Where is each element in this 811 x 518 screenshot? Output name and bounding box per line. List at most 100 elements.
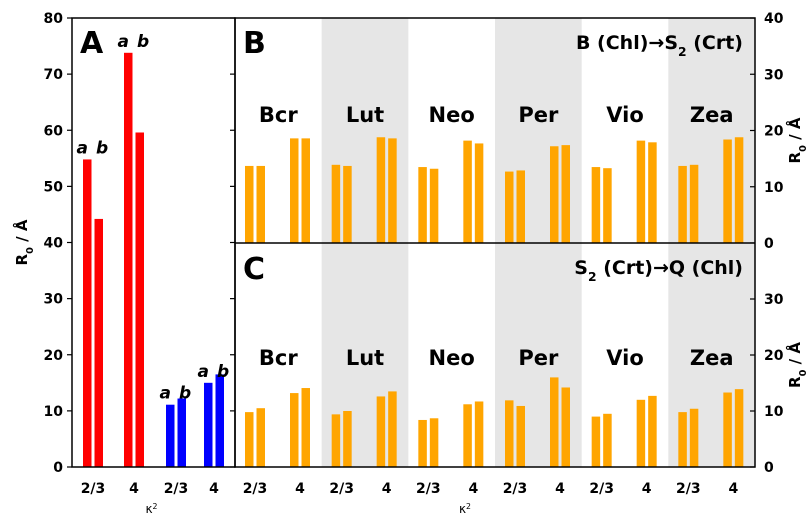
- y-tick-label: 10: [764, 404, 784, 420]
- bar: [256, 165, 265, 243]
- bar-label: b: [179, 384, 191, 404]
- bar: [83, 159, 92, 467]
- panel-label: A: [80, 26, 104, 61]
- y-tick-label: 50: [44, 179, 64, 195]
- bar: [561, 387, 570, 467]
- bar: [591, 416, 601, 467]
- y-tick-label: 0: [53, 460, 63, 476]
- species-label: Zea: [690, 103, 734, 127]
- bar-label: b: [96, 138, 108, 158]
- bar-label: b: [137, 32, 149, 52]
- bar: [301, 388, 310, 467]
- species-label: Bcr: [259, 103, 298, 127]
- species-label: Vio: [606, 346, 644, 370]
- x-tick-label: 4: [129, 481, 139, 497]
- bar: [505, 400, 514, 467]
- bar-label: a: [118, 32, 129, 52]
- y-tick-label: 30: [764, 67, 784, 83]
- bar: [474, 143, 484, 243]
- x-tick-label: 2/3: [676, 481, 701, 497]
- bar: [418, 167, 427, 243]
- species-label: Lut: [346, 346, 384, 370]
- y-tick-label: 0: [764, 460, 774, 476]
- bar: [678, 165, 687, 243]
- bar: [463, 404, 472, 467]
- bar: [376, 396, 386, 467]
- bar: [689, 408, 699, 467]
- x-tick-label: 4: [468, 481, 478, 497]
- species-label: Per: [518, 346, 559, 370]
- species-label: Bcr: [259, 346, 298, 370]
- y-tick-label: 40: [764, 11, 784, 27]
- bar: [648, 395, 657, 467]
- bar: [561, 145, 570, 243]
- bar: [591, 167, 601, 243]
- bar: [505, 171, 514, 243]
- x-tick-label: 2/3: [416, 481, 441, 497]
- bar: [376, 137, 386, 243]
- bar: [734, 137, 744, 243]
- bar: [166, 404, 175, 467]
- bar: [603, 168, 612, 243]
- bar: [256, 408, 265, 467]
- bar: [734, 389, 744, 467]
- bar: [516, 405, 525, 467]
- x-tick-label: 4: [642, 481, 652, 497]
- y-tick-label: 30: [764, 292, 784, 308]
- bar: [388, 138, 397, 243]
- bar: [343, 411, 352, 467]
- y-axis-label: R0 / Å: [12, 219, 36, 265]
- bar: [550, 146, 559, 243]
- x-tick-label: 2/3: [503, 481, 528, 497]
- panel-title: B (Chl)→S2 (Crt): [576, 32, 743, 59]
- x-tick-label: 4: [295, 481, 305, 497]
- bar: [418, 419, 427, 467]
- panel-label: B: [243, 26, 266, 61]
- bar-label: a: [160, 384, 171, 404]
- species-label: Neo: [429, 103, 475, 127]
- panel-label: C: [243, 252, 265, 287]
- bar: [474, 401, 484, 467]
- x-tick-label: 4: [555, 481, 565, 497]
- x-tick-label: 4: [382, 481, 392, 497]
- y-tick-label: 70: [44, 67, 64, 83]
- bar: [678, 412, 687, 467]
- y-axis-label: R0 / Å: [785, 117, 809, 163]
- bar: [204, 382, 213, 467]
- y-tick-label: 20: [764, 124, 784, 140]
- bar: [516, 170, 525, 243]
- y-tick-label: 80: [44, 11, 64, 27]
- x-tick-label: 2/3: [243, 481, 268, 497]
- bar: [343, 165, 352, 243]
- y-tick-label: 20: [44, 348, 64, 364]
- bar: [135, 132, 144, 467]
- bar: [331, 164, 341, 243]
- y-axis-label: R0 / Å: [785, 342, 809, 388]
- bar: [388, 391, 397, 467]
- bar: [648, 142, 657, 243]
- x-axis-label: κ2: [145, 502, 157, 517]
- x-tick-label: 4: [728, 481, 738, 497]
- y-tick-label: 30: [44, 292, 64, 308]
- y-tick-label: 60: [44, 123, 64, 139]
- bar: [245, 165, 254, 243]
- bar: [290, 393, 299, 467]
- bar: [636, 399, 646, 467]
- x-tick-label: 2/3: [164, 481, 189, 497]
- bar: [636, 140, 646, 243]
- y-tick-label: 40: [44, 236, 64, 252]
- bar-label: a: [198, 362, 209, 382]
- bar: [290, 138, 299, 243]
- bar: [603, 413, 612, 467]
- species-label: Neo: [429, 346, 475, 370]
- species-label: Lut: [346, 103, 384, 127]
- x-axis-label: κ2: [459, 502, 471, 517]
- bar: [429, 418, 439, 467]
- bar: [177, 398, 186, 467]
- bar: [301, 138, 310, 243]
- y-tick-label: 20: [764, 348, 784, 364]
- species-label: Zea: [690, 346, 734, 370]
- bar: [331, 414, 341, 467]
- panel-title: S2 (Crt)→Q (Chl): [574, 257, 743, 284]
- bar: [124, 52, 133, 468]
